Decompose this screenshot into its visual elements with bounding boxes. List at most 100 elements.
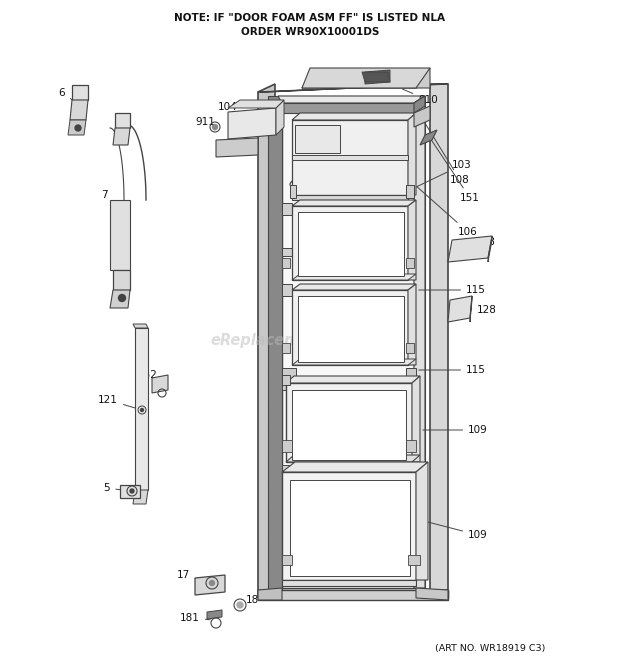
Polygon shape <box>406 185 414 198</box>
Polygon shape <box>216 138 258 157</box>
Text: 17: 17 <box>176 570 207 582</box>
Text: eReplacementParts.com: eReplacementParts.com <box>211 332 409 348</box>
Text: 115: 115 <box>418 365 486 375</box>
Polygon shape <box>286 455 420 462</box>
Text: 104: 104 <box>218 102 250 119</box>
Text: 103: 103 <box>417 160 472 187</box>
Polygon shape <box>292 120 408 195</box>
Polygon shape <box>258 588 282 600</box>
Polygon shape <box>282 103 414 113</box>
Polygon shape <box>290 480 410 576</box>
Polygon shape <box>228 108 276 139</box>
Polygon shape <box>408 284 416 365</box>
Polygon shape <box>110 200 130 270</box>
Polygon shape <box>228 100 284 108</box>
Polygon shape <box>286 376 420 383</box>
Polygon shape <box>282 203 292 215</box>
Polygon shape <box>406 440 416 452</box>
Polygon shape <box>282 343 290 353</box>
Polygon shape <box>302 68 430 88</box>
Polygon shape <box>135 328 148 490</box>
Text: (ART NO. WR18919 C3): (ART NO. WR18919 C3) <box>435 644 545 652</box>
Polygon shape <box>406 258 414 268</box>
Polygon shape <box>412 376 420 462</box>
Polygon shape <box>292 274 416 280</box>
Text: 109: 109 <box>423 425 488 435</box>
Polygon shape <box>133 490 148 504</box>
Polygon shape <box>292 359 416 365</box>
Circle shape <box>210 580 215 586</box>
Polygon shape <box>416 68 430 88</box>
Polygon shape <box>414 96 425 113</box>
Polygon shape <box>68 120 86 135</box>
Text: 6: 6 <box>59 88 78 104</box>
Polygon shape <box>448 236 492 262</box>
Polygon shape <box>113 128 130 145</box>
Circle shape <box>141 408 143 412</box>
Polygon shape <box>416 588 448 600</box>
Polygon shape <box>286 383 412 462</box>
Polygon shape <box>488 236 492 262</box>
Polygon shape <box>258 84 448 92</box>
Polygon shape <box>195 575 225 595</box>
Polygon shape <box>302 75 425 88</box>
Polygon shape <box>282 462 428 472</box>
Polygon shape <box>292 390 406 460</box>
Polygon shape <box>292 113 416 120</box>
Polygon shape <box>110 290 130 308</box>
Polygon shape <box>282 258 290 268</box>
Text: 121: 121 <box>98 395 140 409</box>
Polygon shape <box>278 96 425 588</box>
Text: 128: 128 <box>463 305 497 315</box>
Text: 18: 18 <box>240 595 259 607</box>
Polygon shape <box>282 465 292 478</box>
Polygon shape <box>292 290 408 365</box>
Polygon shape <box>258 590 448 598</box>
Text: ORDER WR90X10001DS: ORDER WR90X10001DS <box>241 27 379 37</box>
Text: 181: 181 <box>180 613 210 623</box>
Text: 108: 108 <box>422 118 470 185</box>
Polygon shape <box>292 284 416 290</box>
Polygon shape <box>120 485 140 498</box>
Polygon shape <box>282 580 416 586</box>
Polygon shape <box>282 103 414 588</box>
Text: 152: 152 <box>138 370 160 385</box>
Polygon shape <box>295 125 340 153</box>
Polygon shape <box>298 296 404 362</box>
Polygon shape <box>70 100 88 120</box>
Polygon shape <box>298 212 404 276</box>
Polygon shape <box>414 106 430 127</box>
Polygon shape <box>282 368 296 378</box>
Polygon shape <box>365 70 390 84</box>
Polygon shape <box>268 96 282 590</box>
Polygon shape <box>282 440 292 452</box>
Polygon shape <box>408 113 416 195</box>
Polygon shape <box>282 248 292 256</box>
Text: 7: 7 <box>100 190 118 217</box>
Polygon shape <box>420 130 437 145</box>
Polygon shape <box>470 296 472 322</box>
Polygon shape <box>276 100 284 135</box>
Text: 151: 151 <box>432 140 480 203</box>
Polygon shape <box>207 610 222 619</box>
Text: 5: 5 <box>104 483 127 493</box>
Polygon shape <box>414 96 425 588</box>
Polygon shape <box>115 113 130 128</box>
Polygon shape <box>290 185 296 198</box>
Text: 115: 115 <box>418 285 486 295</box>
Polygon shape <box>133 324 148 328</box>
Circle shape <box>75 125 81 131</box>
Text: 911: 911 <box>195 117 215 130</box>
Polygon shape <box>430 84 448 590</box>
Polygon shape <box>152 375 168 393</box>
Polygon shape <box>258 590 448 600</box>
Polygon shape <box>278 96 425 103</box>
Circle shape <box>118 295 125 301</box>
Polygon shape <box>282 284 292 296</box>
Circle shape <box>237 602 243 608</box>
Polygon shape <box>292 195 408 200</box>
Polygon shape <box>113 270 130 290</box>
Polygon shape <box>282 472 416 580</box>
Polygon shape <box>292 206 408 280</box>
Polygon shape <box>406 368 416 378</box>
